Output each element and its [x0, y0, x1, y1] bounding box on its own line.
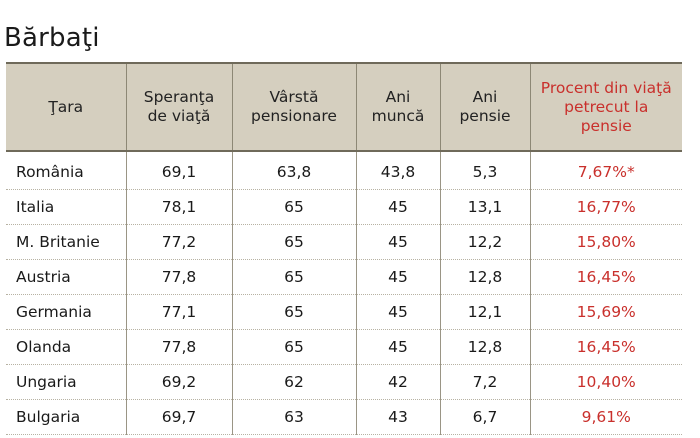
table-row: M. Britanie 77,2 65 45 12,2 15,80%: [6, 224, 682, 260]
header-country: Ţara: [6, 62, 126, 152]
work-years-cell: 45: [355, 259, 440, 295]
retirement-age-cell: 65: [231, 224, 356, 260]
country-cell: Olanda: [6, 329, 126, 365]
pension-years-cell: 7,2: [439, 364, 530, 400]
work-years-cell: 45: [355, 329, 440, 365]
life-expectancy-cell: 78,1: [125, 189, 232, 225]
pension-years-cell: 12,8: [439, 329, 530, 365]
work-years-cell: 43,8: [355, 151, 440, 190]
retirement-age-cell: 65: [231, 294, 356, 330]
table-row: Bulgaria 69,7 63 43 6,7 9,61%: [6, 399, 682, 435]
table-row: România 69,1 63,8 43,8 5,3 7,67%*: [6, 151, 682, 190]
table-header: Ţara Speranţa de viaţă Vârstă pensionare…: [6, 62, 682, 152]
header-row: Ţara Speranţa de viaţă Vârstă pensionare…: [6, 62, 682, 152]
life-expectancy-cell: 77,8: [125, 329, 232, 365]
work-years-cell: 45: [355, 189, 440, 225]
table-body: România 69,1 63,8 43,8 5,3 7,67%* Italia 78,1 65…: [6, 151, 682, 435]
country-cell: Austria: [6, 259, 126, 295]
pension-years-cell: 12,1: [439, 294, 530, 330]
percent-retired-cell: 15,69%: [529, 294, 682, 330]
work-years-cell: 45: [355, 224, 440, 260]
page-title: Bărbaţi: [4, 23, 100, 53]
table-row: Olanda 77,8 65 45 12,8 16,45%: [6, 329, 682, 365]
retirement-age-cell: 65: [231, 189, 356, 225]
table-row: Ungaria 69,2 62 42 7,2 10,40%: [6, 364, 682, 400]
retirement-age-cell: 65: [231, 259, 356, 295]
percent-retired-cell: 16,77%: [529, 189, 682, 225]
header-retirement-age: Vârstă pensionare: [231, 62, 356, 152]
percent-retired-cell: 7,67%*: [529, 151, 682, 190]
pension-years-cell: 12,8: [439, 259, 530, 295]
retirement-age-cell: 62: [231, 364, 356, 400]
pension-years-cell: 6,7: [439, 399, 530, 435]
pension-years-cell: 12,2: [439, 224, 530, 260]
work-years-cell: 43: [355, 399, 440, 435]
life-expectancy-cell: 77,2: [125, 224, 232, 260]
table-row: Austria 77,8 65 45 12,8 16,45%: [6, 259, 682, 295]
header-life-expectancy: Speranţa de viaţă: [125, 62, 232, 152]
header-pension-years: Ani pensie: [439, 62, 530, 152]
country-cell: Ungaria: [6, 364, 126, 400]
work-years-cell: 42: [355, 364, 440, 400]
life-expectancy-cell: 77,8: [125, 259, 232, 295]
header-percent-retired: Procent din viaţă petrecut la pensie: [529, 62, 682, 152]
percent-retired-cell: 10,40%: [529, 364, 682, 400]
life-expectancy-cell: 69,1: [125, 151, 232, 190]
country-cell: Italia: [6, 189, 126, 225]
retirement-age-cell: 65: [231, 329, 356, 365]
pension-years-cell: 5,3: [439, 151, 530, 190]
country-cell: România: [6, 151, 126, 190]
table-row: Italia 78,1 65 45 13,1 16,77%: [6, 189, 682, 225]
retirement-age-cell: 63,8: [231, 151, 356, 190]
header-work-years: Ani muncă: [355, 62, 440, 152]
data-table: Ţara Speranţa de viaţă Vârstă pensionare…: [6, 62, 682, 435]
pension-years-cell: 13,1: [439, 189, 530, 225]
percent-retired-cell: 9,61%: [529, 399, 682, 435]
life-expectancy-cell: 69,7: [125, 399, 232, 435]
country-cell: Germania: [6, 294, 126, 330]
life-expectancy-cell: 69,2: [125, 364, 232, 400]
percent-retired-cell: 15,80%: [529, 224, 682, 260]
percent-retired-cell: 16,45%: [529, 329, 682, 365]
country-cell: M. Britanie: [6, 224, 126, 260]
percent-retired-cell: 16,45%: [529, 259, 682, 295]
country-cell: Bulgaria: [6, 399, 126, 435]
table-row: Germania 77,1 65 45 12,1 15,69%: [6, 294, 682, 330]
work-years-cell: 45: [355, 294, 440, 330]
life-expectancy-cell: 77,1: [125, 294, 232, 330]
retirement-age-cell: 63: [231, 399, 356, 435]
